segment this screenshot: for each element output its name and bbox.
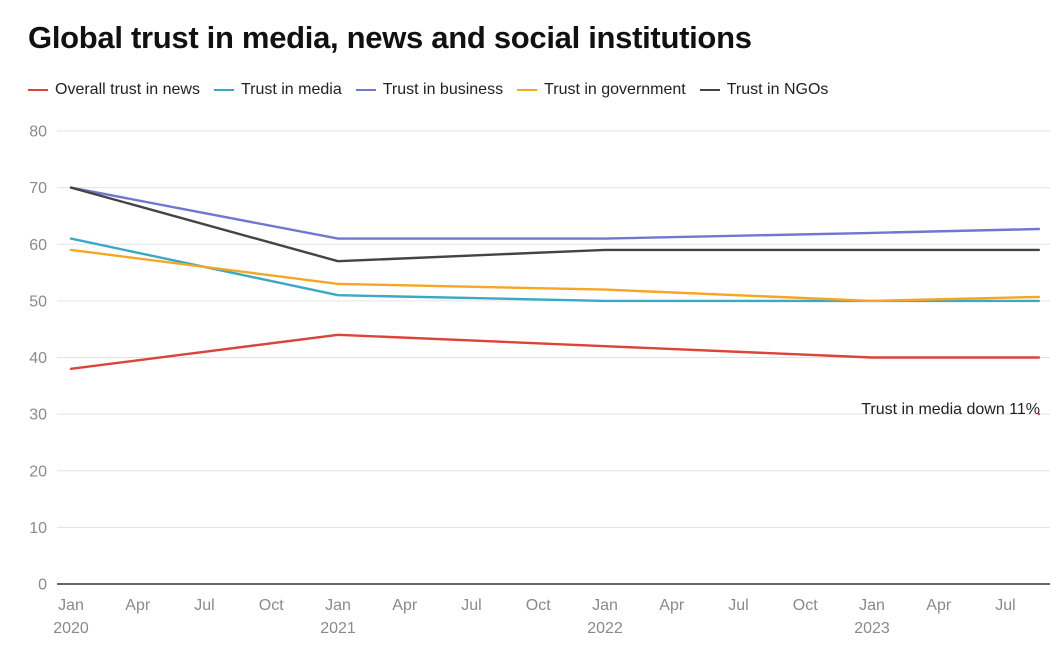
x-tick-label: Oct	[259, 597, 284, 614]
x-tick-label: Jan	[58, 597, 84, 614]
y-tick-label: 50	[29, 293, 47, 310]
chart-title: Global trust in media, news and social i…	[28, 20, 752, 55]
x-tick-year-label: 2020	[53, 620, 89, 637]
x-tick-year-label: 2021	[320, 620, 356, 637]
x-tick-label: Jan	[325, 597, 351, 614]
legend-label: Trust in NGOs	[726, 81, 829, 98]
x-tick-label: Jul	[461, 597, 481, 614]
grid-lines	[57, 130, 1050, 528]
y-tick-label: 80	[29, 124, 47, 141]
series-line	[69, 186, 1041, 240]
y-tick-label: 70	[29, 180, 47, 197]
legend-label: Trust in government	[544, 81, 686, 98]
series-line	[69, 248, 1041, 303]
legend: Overall trust in news Trust in media Trust…	[28, 81, 842, 99]
legend-label: Overall trust in news	[55, 81, 200, 98]
y-tick-label: 0	[38, 577, 47, 594]
series-line	[69, 237, 1041, 303]
y-tick-label: 60	[29, 237, 47, 254]
legend-swatch	[355, 89, 376, 91]
y-axis-ticks: 0 10 20 30 40 50 60 70 80	[29, 124, 47, 594]
y-tick-label: 20	[29, 463, 47, 480]
annotations: Trust in media down 11%	[861, 401, 1041, 418]
x-tick-year-label: 2022	[587, 620, 623, 637]
annotation-label: Trust in media down 11%	[861, 401, 1040, 418]
x-tick-year-label: 2023	[854, 620, 890, 637]
legend-item: Overall trust in news	[28, 81, 200, 99]
legend-swatch	[517, 89, 538, 91]
series-lines	[69, 186, 1041, 370]
x-tick-label: Apr	[125, 597, 151, 614]
x-axis-ticks: Jan 2020 Apr Jul Oct Jan 2021 Apr Jul Oct Jan 2022 A…	[53, 597, 1016, 637]
x-tick-label: Jan	[859, 597, 885, 614]
x-tick-label: Jan	[592, 597, 618, 614]
legend-item: Trust in media	[213, 81, 342, 99]
series-line	[69, 333, 1041, 370]
x-tick-label: Oct	[526, 597, 551, 614]
x-tick-label: Jul	[728, 597, 748, 614]
x-tick-label: Oct	[793, 597, 818, 614]
y-tick-label: 10	[29, 520, 47, 537]
legend-label: Trust in business	[382, 81, 504, 98]
legend-swatch	[213, 89, 234, 91]
legend-item: Trust in business	[355, 81, 504, 99]
legend-item: Trust in NGOs	[699, 81, 829, 99]
x-tick-label: Jul	[194, 597, 214, 614]
legend-label: Trust in media	[240, 81, 342, 98]
y-tick-label: 40	[29, 350, 47, 367]
x-tick-label: Apr	[926, 597, 952, 614]
x-tick-label: Apr	[659, 597, 685, 614]
series-line	[69, 186, 1041, 263]
x-tick-label: Jul	[995, 597, 1015, 614]
legend-swatch	[28, 89, 48, 91]
legend-swatch	[699, 89, 720, 91]
annotation-marker	[1037, 412, 1041, 416]
legend-item: Trust in government	[517, 81, 686, 99]
y-tick-label: 30	[29, 407, 47, 424]
x-tick-label: Apr	[392, 597, 418, 614]
